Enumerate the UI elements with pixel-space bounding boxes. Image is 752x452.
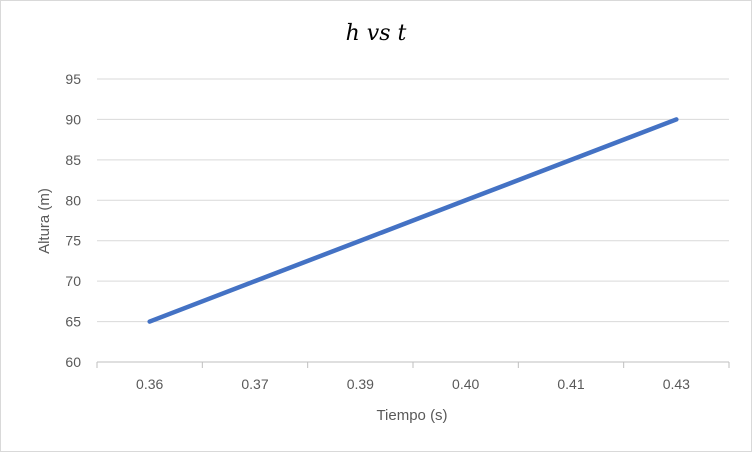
series-lines xyxy=(147,117,679,324)
y-axis-label: Altura (m) xyxy=(36,188,53,254)
x-tick-label: 0.36 xyxy=(136,376,163,392)
y-tick-label: 60 xyxy=(65,354,81,370)
y-tick-label: 90 xyxy=(65,111,81,127)
y-tick-label: 70 xyxy=(65,273,81,289)
x-tick-labels: 0.36 0.37 0.39 0.40 0.41 0.43 xyxy=(136,376,690,392)
gridlines xyxy=(97,78,729,323)
y-tick-label: 75 xyxy=(65,233,81,249)
x-axis-label: Tiempo (s) xyxy=(376,407,447,424)
x-tick-label: 0.43 xyxy=(663,376,690,392)
x-tick-label: 0.39 xyxy=(347,376,374,392)
x-tick-label: 0.41 xyxy=(557,376,584,392)
y-tick-label: 85 xyxy=(65,152,81,168)
x-axis xyxy=(96,361,730,368)
y-tick-labels: 60 65 70 75 80 85 90 95 xyxy=(65,71,81,370)
series-line xyxy=(147,117,679,324)
x-tick-label: 0.40 xyxy=(452,376,479,392)
y-tick-label: 95 xyxy=(65,71,81,87)
y-tick-label: 80 xyxy=(65,192,81,208)
chart-title: h vs t xyxy=(345,21,407,46)
y-tick-label: 65 xyxy=(65,314,81,330)
x-tick-label: 0.37 xyxy=(241,376,268,392)
